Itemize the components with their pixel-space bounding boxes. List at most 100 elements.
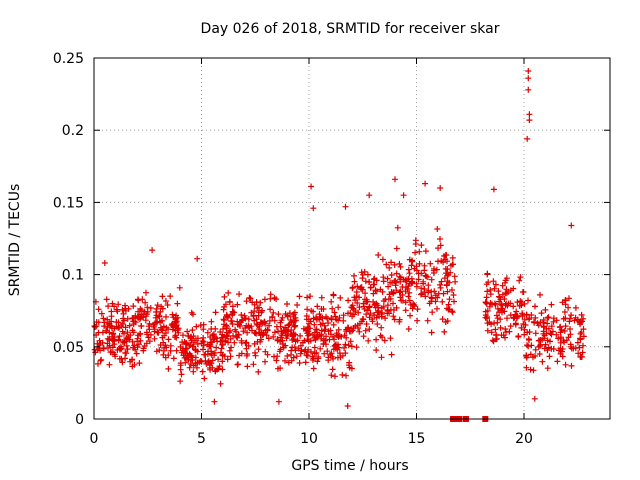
data-point bbox=[251, 308, 258, 315]
data-point bbox=[339, 371, 346, 378]
data-point bbox=[306, 330, 313, 337]
data-point bbox=[437, 284, 444, 291]
data-point bbox=[409, 279, 416, 286]
data-point bbox=[146, 326, 153, 333]
data-point bbox=[143, 289, 149, 296]
data-point bbox=[135, 332, 142, 339]
data-point bbox=[266, 322, 272, 329]
data-point bbox=[242, 340, 249, 347]
data-point bbox=[174, 300, 181, 307]
data-point bbox=[580, 333, 587, 340]
data-point bbox=[505, 289, 512, 295]
data-point bbox=[491, 285, 498, 292]
data-point bbox=[253, 316, 260, 323]
data-point bbox=[403, 278, 410, 285]
data-point bbox=[406, 289, 413, 296]
data-point bbox=[252, 349, 258, 356]
data-point bbox=[493, 312, 500, 319]
x-tick-label: 15 bbox=[408, 431, 426, 447]
data-point bbox=[425, 287, 432, 294]
data-point bbox=[138, 323, 145, 329]
data-point bbox=[140, 310, 147, 317]
data-point bbox=[397, 263, 404, 270]
data-point bbox=[243, 352, 250, 359]
data-point bbox=[123, 350, 130, 357]
data-point bbox=[412, 241, 419, 247]
data-point bbox=[316, 311, 323, 318]
data-point bbox=[212, 367, 219, 374]
data-point bbox=[311, 344, 318, 351]
data-point bbox=[524, 135, 531, 142]
data-point bbox=[390, 290, 397, 297]
data-point bbox=[113, 306, 120, 313]
data-point bbox=[303, 327, 310, 334]
data-point bbox=[92, 324, 99, 330]
data-point bbox=[244, 329, 251, 336]
data-point bbox=[568, 222, 575, 229]
data-point bbox=[527, 351, 534, 358]
data-point bbox=[180, 332, 186, 339]
data-point bbox=[526, 315, 533, 322]
data-point bbox=[133, 350, 140, 357]
data-point bbox=[247, 295, 254, 302]
data-point bbox=[539, 358, 546, 365]
data-point bbox=[213, 344, 220, 351]
data-point bbox=[387, 306, 394, 313]
data-point bbox=[255, 346, 262, 353]
data-point bbox=[566, 295, 572, 302]
data-point bbox=[265, 335, 272, 342]
data-point bbox=[537, 291, 543, 298]
data-point bbox=[325, 328, 332, 335]
data-point bbox=[428, 295, 435, 302]
y-tick-label: 0.2 bbox=[62, 123, 84, 139]
data-point bbox=[578, 311, 585, 318]
data-point bbox=[320, 306, 327, 312]
data-point bbox=[257, 299, 264, 306]
data-point bbox=[275, 398, 282, 405]
data-point bbox=[170, 355, 177, 362]
data-point bbox=[191, 339, 198, 346]
data-point bbox=[169, 311, 176, 318]
data-point bbox=[541, 345, 548, 352]
data-point bbox=[173, 347, 180, 354]
data-point bbox=[324, 348, 331, 355]
data-point bbox=[95, 306, 102, 313]
data-point bbox=[502, 290, 509, 297]
data-point bbox=[232, 326, 239, 333]
data-point bbox=[374, 321, 381, 327]
data-point bbox=[183, 340, 190, 347]
data-point bbox=[510, 303, 517, 310]
data-point bbox=[379, 256, 386, 263]
data-point bbox=[159, 293, 166, 300]
data-point bbox=[315, 355, 322, 362]
data-point bbox=[452, 278, 459, 285]
data-point bbox=[284, 301, 290, 307]
data-point bbox=[373, 277, 380, 284]
data-point bbox=[532, 353, 538, 359]
data-point bbox=[392, 176, 398, 183]
data-point bbox=[413, 280, 420, 287]
data-point bbox=[95, 329, 102, 336]
data-point bbox=[153, 348, 160, 355]
data-point bbox=[433, 266, 440, 273]
data-point bbox=[220, 306, 227, 313]
data-point bbox=[164, 302, 171, 308]
data-point bbox=[326, 336, 333, 343]
data-point bbox=[185, 354, 192, 361]
data-point bbox=[560, 337, 567, 344]
data-point bbox=[304, 336, 311, 343]
data-point bbox=[197, 358, 204, 364]
data-point bbox=[366, 326, 373, 333]
tick-labels: 0 5 10 15 20 0 0.05 0.1 0.15 0.2 0.25 bbox=[53, 51, 533, 447]
data-point bbox=[415, 276, 422, 283]
data-point bbox=[442, 251, 449, 258]
data-points bbox=[91, 68, 587, 422]
data-point bbox=[577, 335, 584, 342]
data-point bbox=[403, 284, 409, 291]
data-point bbox=[200, 321, 207, 328]
data-point bbox=[245, 342, 252, 349]
data-point bbox=[546, 353, 553, 360]
data-point bbox=[101, 260, 108, 266]
data-point bbox=[421, 267, 428, 274]
data-point bbox=[188, 352, 195, 359]
